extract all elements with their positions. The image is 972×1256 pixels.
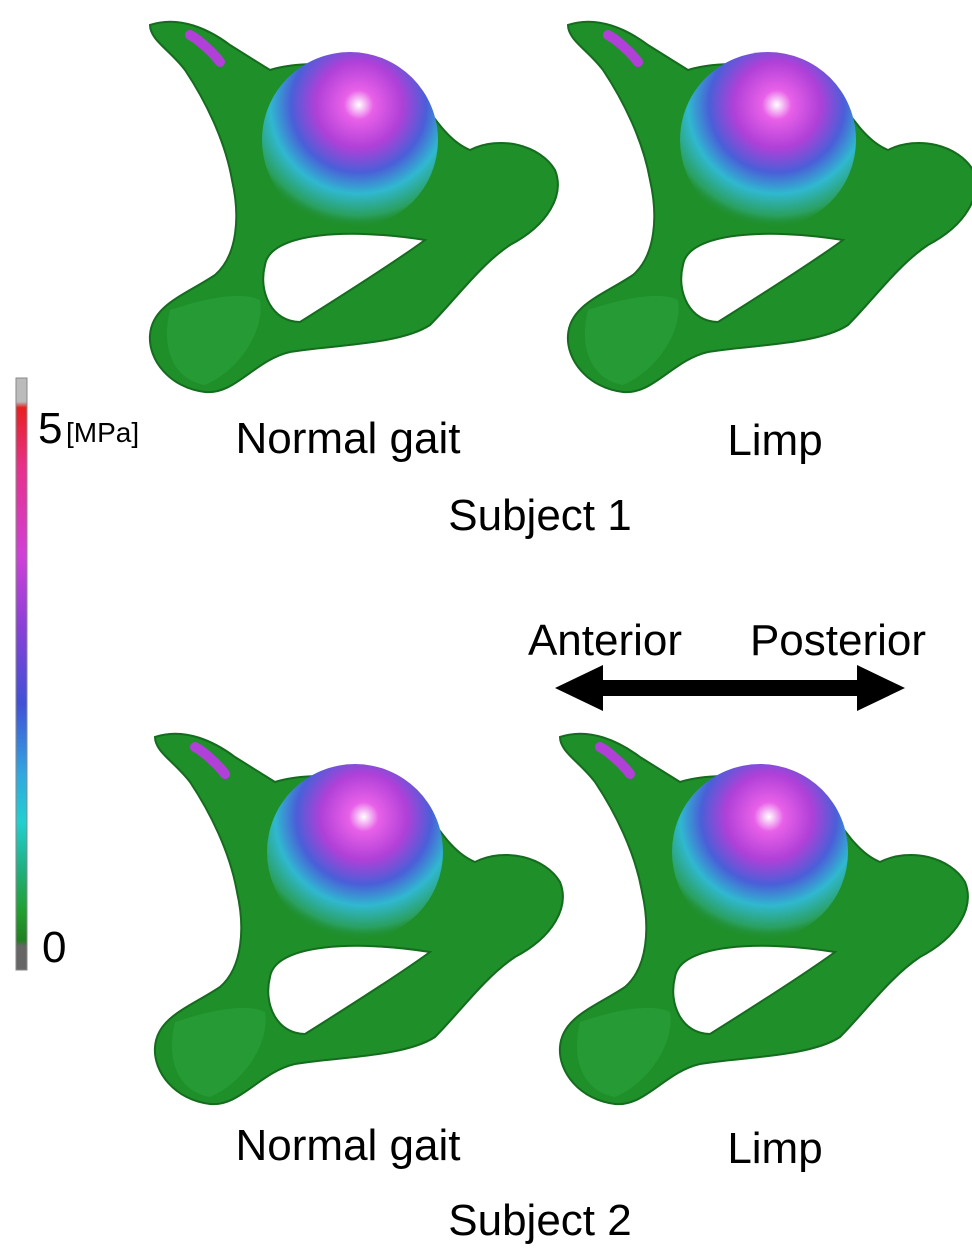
subject-label: Subject 1 <box>448 491 631 540</box>
colorbar-unit: [MPa] <box>66 417 139 448</box>
direction-label: Anterior <box>528 616 682 665</box>
pelvis-model <box>150 22 558 392</box>
figure: 5 [MPa] 0 Normal gait Limp Subject 1 Ant… <box>0 0 972 1251</box>
panel-label: Normal gait <box>236 414 461 463</box>
colorbar-min: 0 <box>42 923 66 972</box>
page: 5 [MPa] 0 Normal gait Limp Subject 1 Ant… <box>0 0 972 1251</box>
direction-arrow <box>555 665 905 711</box>
direction-label: Posterior <box>750 616 926 665</box>
pelvis-model <box>568 22 972 392</box>
panel-label: Limp <box>727 1124 822 1173</box>
panel-label: Limp <box>727 416 822 465</box>
pelvis-model <box>155 734 563 1104</box>
pelvis-model <box>560 734 968 1104</box>
color-bar <box>16 378 27 970</box>
panel-label: Normal gait <box>236 1121 461 1170</box>
colorbar-max: 5 <box>38 404 62 453</box>
subject-label: Subject 2 <box>448 1196 631 1245</box>
